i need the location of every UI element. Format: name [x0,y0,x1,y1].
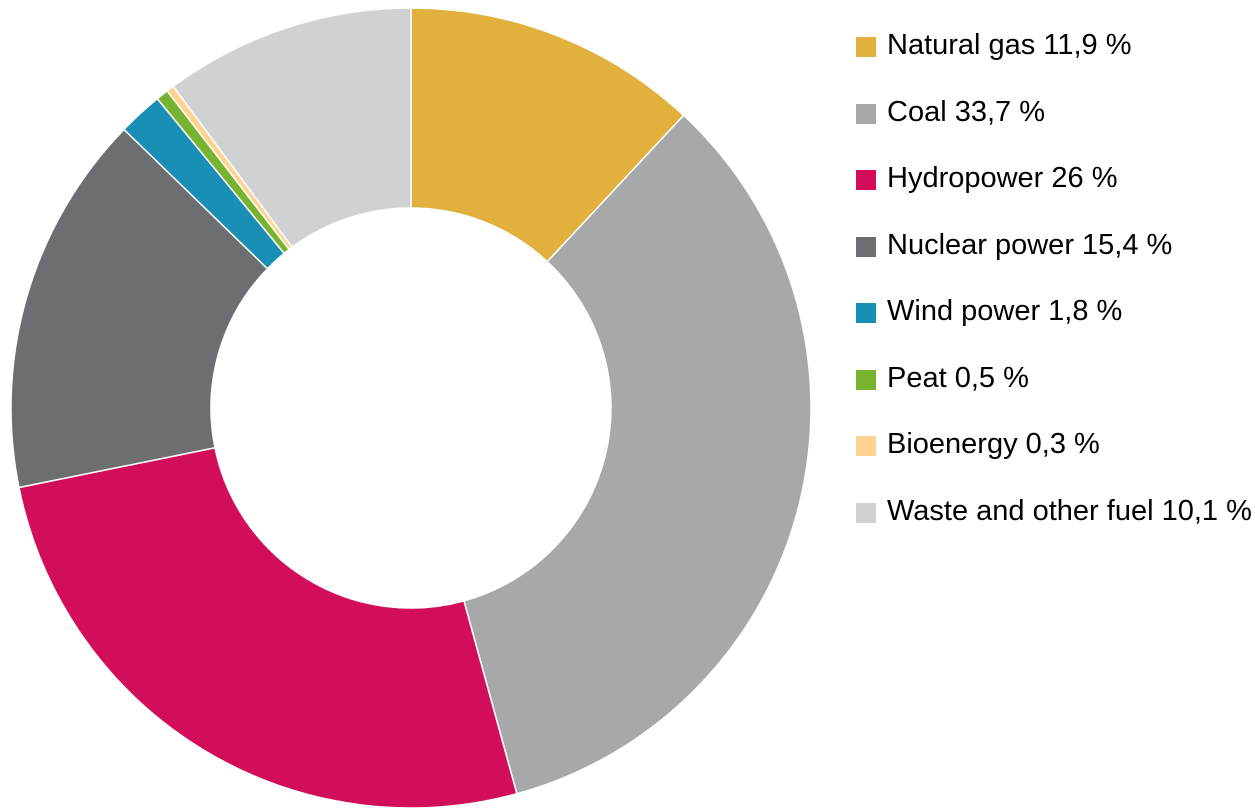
legend-swatch [856,170,876,190]
legend-item: Waste and other fuel 10,1 % [856,492,1255,559]
legend-item: Natural gas 11,9 % [856,26,1255,93]
legend-item: Hydropower 26 % [856,159,1255,226]
legend-swatch [856,369,876,390]
legend-swatch [856,236,876,257]
legend-label: Wind power 1,8 % [887,295,1123,327]
donut-slice [18,446,518,809]
legend-swatch [856,436,876,456]
legend-label: Hydropower 26 % [887,162,1118,194]
legend-item: Coal 33,7 % [856,93,1255,160]
legend-item: Peat 0,5 % [856,359,1255,426]
donut-slice [10,128,269,489]
donut-slice [463,114,812,795]
legend: Natural gas 11,9 % Coal 33,7 % Hydropower … [856,26,1255,558]
legend-swatch [856,303,876,323]
legend-item: Nuclear power 15,4 % [856,226,1255,293]
legend-swatch [856,502,876,523]
donut-slice [172,7,412,249]
legend-label: Natural gas 11,9 % [887,29,1132,61]
donut [10,7,812,809]
legend-item: Wind power 1,8 % [856,292,1255,359]
legend-swatch [856,103,876,124]
legend-swatch [856,37,876,57]
legend-label: Coal 33,7 % [887,95,1045,128]
legend-label: Nuclear power 15,4 % [887,228,1173,261]
legend-label: Waste and other fuel 10,1 % [887,494,1252,527]
legend-label: Bioenergy 0,3 % [887,428,1100,460]
legend-label: Peat 0,5 % [887,361,1029,394]
legend-item: Bioenergy 0,3 % [856,425,1255,492]
donut-slice [410,7,685,263]
